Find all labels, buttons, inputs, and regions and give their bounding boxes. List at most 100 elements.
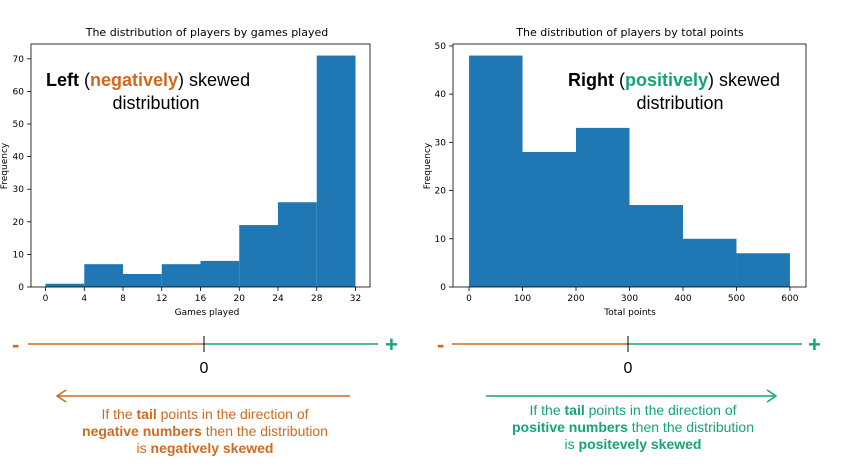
histogram-bar <box>629 205 683 287</box>
histogram-bar <box>200 260 240 287</box>
ticks-group: 0 100 200 300 400 500 600 0 10 20 30 40 50 <box>435 42 799 304</box>
text-part: is <box>564 436 579 452</box>
chart-total-points: The distribution of players by total poi… <box>423 26 807 318</box>
y-axis-label: Frequency <box>0 142 10 189</box>
y-tick-label: 20 <box>435 187 447 197</box>
histogram-bar <box>123 273 162 287</box>
arrow-right-icon <box>766 389 778 403</box>
skew-annotation-line2: distribution <box>636 93 723 113</box>
bold-tail: tail <box>136 406 157 422</box>
skew-annotation-line2: distribution <box>112 93 199 113</box>
y-axis-label: Frequency <box>423 142 433 189</box>
explanation-line1: If the tail points in the direction of <box>468 402 798 419</box>
x-axis-label: Total points <box>603 308 656 318</box>
explanation-negative: If the tail points in the direction of n… <box>40 406 370 457</box>
x-axis-label: Games played <box>175 308 240 318</box>
annotation-colored-word: negatively <box>90 70 178 90</box>
explanation-line2: positive numbers then the distribution <box>468 419 798 436</box>
y-tick-label: 10 <box>13 250 25 260</box>
x-tick-label: 0 <box>43 294 49 304</box>
skew-annotation-line1: Left (negatively) skewed <box>46 70 250 90</box>
histogram-bar <box>736 253 790 287</box>
annotation-bold-word: Right <box>568 70 614 90</box>
y-tick-label: 10 <box>435 235 447 245</box>
text-part: then the distribution <box>201 423 328 439</box>
text-part: points in the direction of <box>156 406 309 422</box>
x-tick-label: 12 <box>156 294 167 304</box>
bold-negatively-skewed: negatively skewed <box>150 440 274 456</box>
arrow-left-icon <box>55 389 67 403</box>
bold-negative-numbers: negative numbers <box>82 423 202 439</box>
x-tick-label: 200 <box>567 294 584 304</box>
histogram-bar <box>84 264 124 287</box>
y-tick-label: 40 <box>435 90 447 100</box>
skew-annotation-line1: Right (positively) skewed <box>568 70 780 90</box>
number-line-right: - 0 + <box>437 332 821 403</box>
annotation-open-paren: ( <box>79 70 90 90</box>
y-tick-label: 0 <box>440 283 446 293</box>
x-tick-label: 0 <box>466 294 472 304</box>
plus-sign: + <box>808 332 821 357</box>
annotation-close: ) skewed <box>708 70 780 90</box>
bold-tail: tail <box>564 402 585 418</box>
y-tick-label: 30 <box>435 138 447 148</box>
histogram-bar <box>469 55 523 287</box>
x-tick-label: 100 <box>514 294 531 304</box>
ticks-group: 0 4 8 12 16 20 24 28 32 0 10 20 30 40 50 60 70 <box>13 55 362 304</box>
x-tick-label: 28 <box>311 294 323 304</box>
y-tick-label: 50 <box>435 42 447 52</box>
text-part: is <box>136 440 151 456</box>
y-tick-label: 0 <box>18 283 24 293</box>
minus-sign: - <box>12 332 19 357</box>
text-part: If the <box>101 406 137 422</box>
x-tick-label: 4 <box>81 294 87 304</box>
zero-label: 0 <box>624 360 633 377</box>
x-tick-label: 20 <box>234 294 246 304</box>
x-tick-label: 24 <box>272 294 284 304</box>
explanation-line2: negative numbers then the distribution <box>40 423 370 440</box>
histogram-bar <box>161 264 201 287</box>
x-tick-label: 16 <box>195 294 207 304</box>
number-line-left: - 0 + <box>12 332 398 403</box>
y-tick-label: 50 <box>13 120 25 130</box>
text-part: points in the direction of <box>584 402 737 418</box>
bars-group <box>45 55 356 287</box>
plus-sign: + <box>385 332 398 357</box>
zero-label: 0 <box>200 360 209 377</box>
histogram-bar <box>576 127 630 287</box>
explanation-line3: is positevely skewed <box>468 436 798 453</box>
explanation-line1: If the tail points in the direction of <box>40 406 370 423</box>
bold-positevely-skewed: positevely skewed <box>578 436 702 452</box>
x-tick-label: 600 <box>781 294 798 304</box>
histogram-bar <box>277 202 317 287</box>
chart-title: The distribution of players by games pla… <box>85 26 329 39</box>
histogram-bar <box>239 225 278 287</box>
x-tick-label: 500 <box>728 294 745 304</box>
x-tick-label: 300 <box>621 294 638 304</box>
y-tick-label: 30 <box>13 185 25 195</box>
chart-title: The distribution of players by total poi… <box>515 26 744 39</box>
explanation-positive: If the tail points in the direction of p… <box>468 402 798 453</box>
minus-sign: - <box>437 332 444 357</box>
annotation-bold-word: Left <box>46 70 79 90</box>
x-tick-label: 8 <box>120 294 126 304</box>
x-tick-label: 400 <box>674 294 691 304</box>
annotation-close: ) skewed <box>178 70 250 90</box>
y-tick-label: 20 <box>13 218 25 228</box>
histogram-bar <box>45 283 85 287</box>
y-tick-label: 40 <box>13 153 25 163</box>
explanation-line3: is negatively skewed <box>40 440 370 457</box>
bold-positive-numbers: positive numbers <box>511 419 628 435</box>
y-tick-label: 60 <box>13 87 25 97</box>
x-tick-label: 32 <box>350 294 361 304</box>
annotation-open-paren: ( <box>614 70 625 90</box>
histogram-bar <box>682 238 737 287</box>
text-part: then the distribution <box>627 419 754 435</box>
text-part: If the <box>529 402 565 418</box>
chart-games-played: The distribution of players by games pla… <box>0 26 371 318</box>
histogram-bar <box>522 152 577 287</box>
y-tick-label: 70 <box>13 55 25 65</box>
bars-group <box>469 55 790 287</box>
annotation-colored-word: positively <box>625 70 708 90</box>
